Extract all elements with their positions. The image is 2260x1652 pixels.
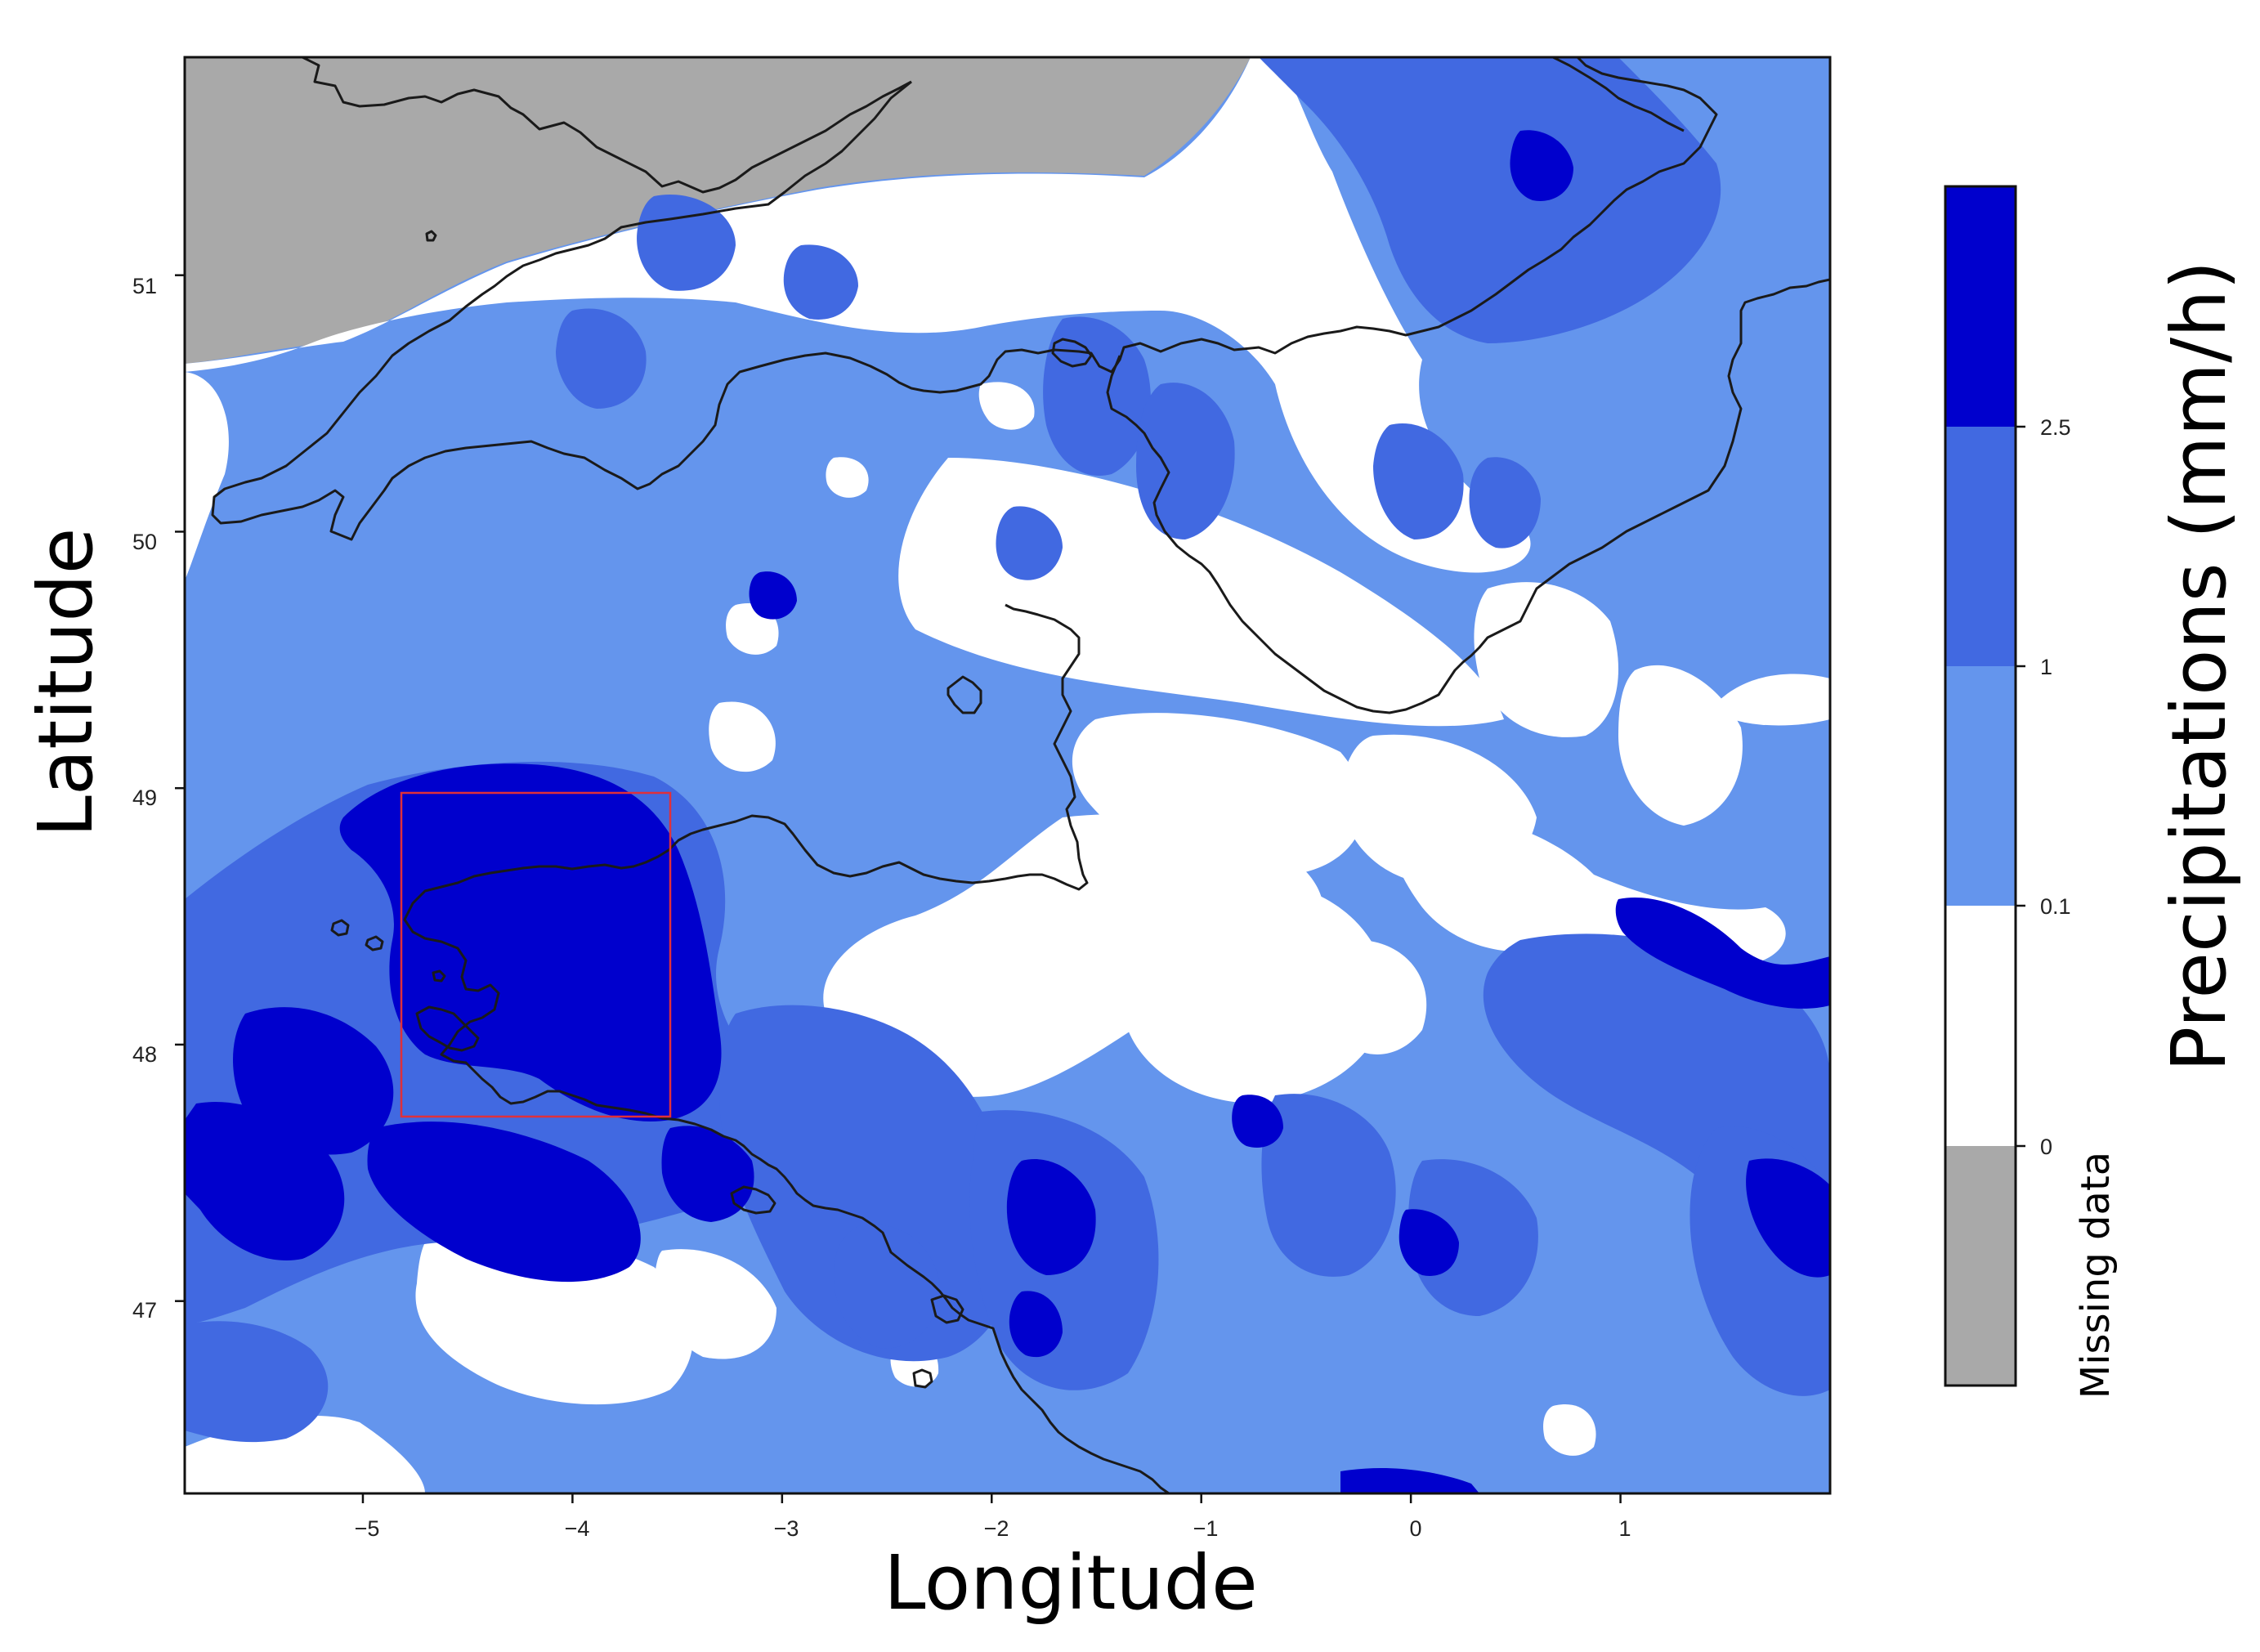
x-axis-title: Longitude <box>884 1539 1258 1627</box>
colorbar-tick-label: 2.5 <box>2040 415 2071 440</box>
france-north-coast <box>1106 278 1830 714</box>
x-tick-label: 1 <box>1618 1516 1631 1541</box>
missing-data-region <box>185 57 1251 364</box>
missing-data-label: Missing data <box>2073 1152 2119 1399</box>
coastlines <box>211 57 1830 1493</box>
y-tick-label: 48 <box>132 1042 157 1067</box>
uk-south-coast <box>302 57 912 194</box>
map-panel: −5 −4 −3 −2 −1 0 1 51 50 49 48 47 Longit… <box>22 56 1832 1627</box>
y-tick-label: 51 <box>132 274 157 298</box>
uk-east-coast <box>1552 57 1685 132</box>
breton-coast-detail <box>415 1005 480 1052</box>
x-tick-label: −5 <box>355 1516 380 1541</box>
x-tick-label: −1 <box>1193 1516 1219 1541</box>
y-tick-label: 50 <box>132 530 157 554</box>
colorbar-bin-heavy <box>1945 186 2016 427</box>
colorbar: 2.5 1 0.1 0 Missing data Precipitations … <box>1944 185 2243 1399</box>
colorbar-bin-none <box>1945 906 2016 1146</box>
colorbar-frame <box>1944 185 2017 1387</box>
glenan <box>432 969 446 983</box>
belle-ile <box>730 1185 776 1215</box>
y-axis-ticks <box>175 274 185 1302</box>
noirmoutier <box>930 1294 964 1324</box>
scilly <box>425 230 437 242</box>
colorbar-tick-label: 0.1 <box>2040 894 2071 919</box>
colorbar-bin-light <box>1945 666 2016 906</box>
x-tick-label: −4 <box>565 1516 590 1541</box>
colorbar-bin-missing <box>1945 1146 2016 1386</box>
x-tick-label: 0 <box>1409 1516 1421 1541</box>
no-precip-regions <box>185 57 1830 1493</box>
heavy-precip-regions <box>185 130 1830 1493</box>
sein <box>365 935 384 951</box>
colorbar-tick-label: 1 <box>2040 655 2052 679</box>
highlight-box <box>400 791 672 1118</box>
colorbar-bin-medium <box>1945 427 2016 666</box>
x-axis-ticks <box>361 1493 1622 1503</box>
channel-islands <box>947 675 982 714</box>
colorbar-title: Precipitations (mm/h) <box>2155 261 2243 1072</box>
y-axis-title: Latitude <box>22 528 110 838</box>
y-tick-label: 49 <box>132 786 157 810</box>
colorbar-ticks <box>2016 425 2025 1148</box>
y-axis-tick-labels: 51 50 49 48 47 <box>132 274 157 1323</box>
y-tick-label: 47 <box>132 1298 157 1323</box>
x-axis-tick-labels: −5 −4 −3 −2 −1 0 1 <box>355 1516 1631 1541</box>
plot-frame <box>183 56 1832 1495</box>
colorbar-tick-label: 0 <box>2040 1135 2052 1159</box>
yeu <box>912 1368 933 1389</box>
isle-of-wight <box>1051 338 1093 368</box>
x-tick-label: −2 <box>984 1516 1009 1541</box>
x-tick-label: −3 <box>774 1516 799 1541</box>
ouessant <box>330 919 350 937</box>
uk-sw-peninsula <box>211 57 1718 541</box>
cotentin-peninsula <box>403 603 1170 1493</box>
